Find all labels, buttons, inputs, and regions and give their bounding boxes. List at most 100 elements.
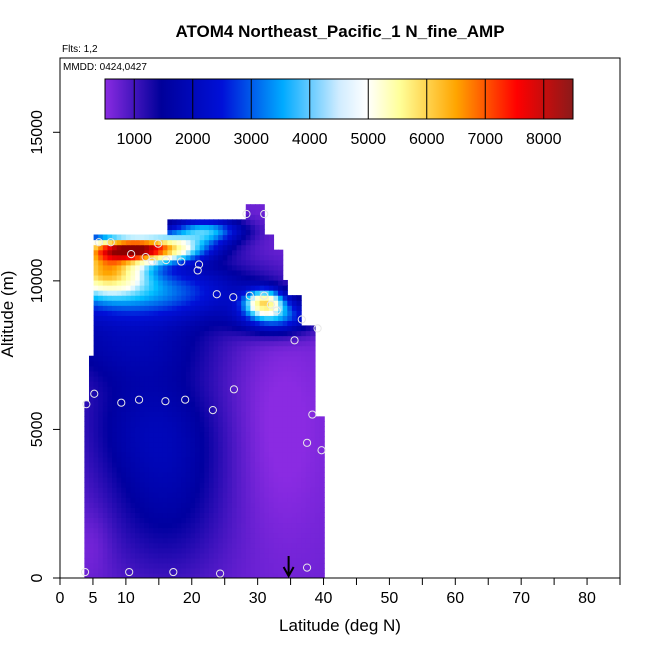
heatmap-cell <box>291 305 298 311</box>
heatmap-cell <box>264 401 270 407</box>
heatmap-cell <box>287 416 293 422</box>
heatmap-cell <box>268 234 275 241</box>
heatmap-cell <box>176 456 182 463</box>
heatmap-cell <box>148 487 155 493</box>
heatmap-cell <box>250 416 256 422</box>
heatmap-cell <box>287 466 293 473</box>
heatmap-cell <box>255 446 261 453</box>
heatmap-cell <box>310 527 316 534</box>
heatmap-cell <box>195 542 201 549</box>
heatmap-cell <box>93 290 99 296</box>
heatmap-cell <box>181 350 187 357</box>
heatmap-cell <box>112 330 118 337</box>
heatmap-cell <box>278 259 284 266</box>
heatmap-cell <box>259 537 265 544</box>
heatmap-cell <box>172 537 178 544</box>
heatmap-cell <box>259 547 265 554</box>
heatmap-cell <box>305 517 311 524</box>
heatmap-cell <box>268 451 275 458</box>
heatmap-cell <box>296 446 302 453</box>
heatmap-cell <box>190 264 196 271</box>
heatmap-cell <box>116 451 122 458</box>
heatmap-cell <box>93 386 99 392</box>
heatmap-cell <box>282 482 288 488</box>
heatmap-cell <box>287 441 293 448</box>
heatmap-cell <box>135 365 141 372</box>
heatmap-cell <box>102 391 109 397</box>
heatmap-cell <box>218 370 224 377</box>
heatmap-cell <box>185 269 192 276</box>
heatmap-cell <box>218 507 224 513</box>
y-tick-label: 5000 <box>29 412 46 448</box>
heatmap-cell <box>227 305 233 311</box>
heatmap-cell <box>195 219 201 225</box>
heatmap-cell <box>305 335 311 342</box>
heatmap-cell <box>245 234 251 241</box>
heatmap-cell <box>112 259 118 266</box>
heatmap-cell <box>185 370 192 377</box>
heatmap-cell <box>268 335 275 342</box>
heatmap-cell <box>291 335 298 342</box>
heatmap-cell <box>245 542 251 549</box>
heatmap-cell <box>144 350 150 357</box>
heatmap-cell <box>195 300 201 306</box>
heatmap-cell <box>162 380 168 387</box>
heatmap-cell <box>125 512 132 518</box>
heatmap-cell <box>88 360 95 367</box>
heatmap-cell <box>176 537 182 544</box>
heatmap-cell <box>208 224 215 231</box>
heatmap-cell <box>172 315 178 321</box>
heatmap-cell <box>190 512 196 518</box>
heatmap-cell <box>162 572 168 578</box>
heatmap-cell <box>255 487 261 493</box>
heatmap-cell <box>282 562 288 569</box>
heatmap-cell <box>116 365 122 372</box>
heatmap-cell <box>139 335 145 342</box>
heatmap-cell <box>287 335 293 342</box>
heatmap-cell <box>296 482 302 488</box>
heatmap-cell <box>153 416 159 422</box>
heatmap-cell <box>139 305 145 311</box>
heatmap-cell <box>259 431 265 438</box>
heatmap-cell <box>172 527 178 534</box>
heatmap-cell <box>241 492 247 498</box>
heatmap-cell <box>158 441 164 448</box>
heatmap-cell <box>98 249 104 256</box>
heatmap-cell <box>213 264 219 271</box>
heatmap-cell <box>245 249 251 256</box>
heatmap-cell <box>181 269 187 276</box>
heatmap-cell <box>185 340 192 347</box>
heatmap-cell <box>250 436 256 443</box>
heatmap-cell <box>139 391 145 397</box>
heatmap-cell <box>172 229 178 236</box>
heatmap-cell <box>190 335 196 342</box>
heatmap-cell <box>264 360 270 367</box>
heatmap-cell <box>88 355 95 362</box>
heatmap-cell <box>250 391 256 397</box>
heatmap-cell <box>93 259 99 266</box>
heatmap-cell <box>231 532 238 539</box>
heatmap-cell <box>273 254 279 261</box>
heatmap-cell <box>231 310 238 316</box>
heatmap-cell <box>167 279 173 286</box>
heatmap-cell <box>301 330 307 337</box>
heatmap-cell <box>250 522 256 529</box>
heatmap-cell <box>213 532 219 539</box>
heatmap-cell <box>121 320 127 327</box>
heatmap-cell <box>310 497 316 503</box>
heatmap-cell <box>135 507 141 513</box>
heatmap-cell <box>93 345 99 352</box>
heatmap-cell <box>305 487 311 493</box>
heatmap-cell <box>130 436 136 443</box>
heatmap-cell <box>148 330 155 337</box>
heatmap-cell <box>227 451 233 458</box>
heatmap-cell <box>310 370 316 377</box>
heatmap-cell <box>236 411 242 417</box>
heatmap-cell <box>245 375 251 382</box>
heatmap-cell <box>84 436 90 443</box>
heatmap-cell <box>227 274 233 281</box>
heatmap-cell <box>268 542 275 549</box>
heatmap-cell <box>130 300 136 306</box>
heatmap-cell <box>116 532 122 539</box>
heatmap-cell <box>144 476 150 483</box>
